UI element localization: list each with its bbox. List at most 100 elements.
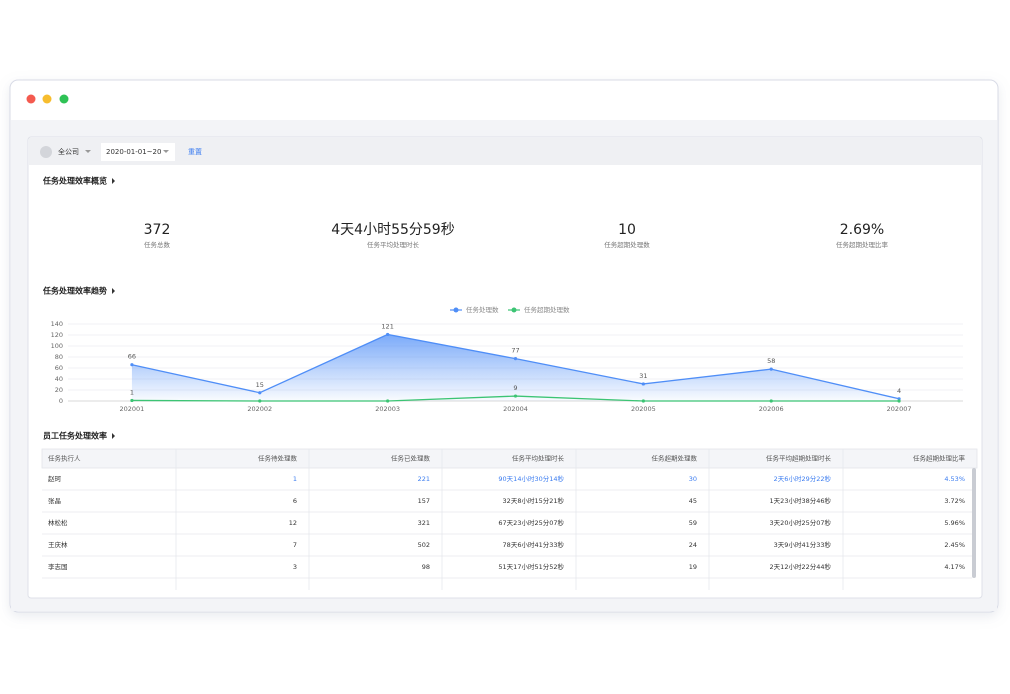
data-label: 77 bbox=[511, 347, 519, 355]
x-tick-label: 202005 bbox=[631, 405, 656, 413]
kpi-value: 372 bbox=[144, 222, 171, 238]
table-header bbox=[41, 448, 978, 469]
y-tick-label: 100 bbox=[51, 342, 63, 350]
table-header-cell: 任务待处理数 bbox=[258, 454, 298, 463]
kpi-label: 任务平均处理时长 bbox=[367, 240, 420, 249]
table-cell: 45 bbox=[689, 497, 697, 505]
table-cell: 李志国 bbox=[48, 562, 68, 571]
y-tick-label: 0 bbox=[59, 397, 63, 405]
table-cell: 321 bbox=[418, 519, 430, 527]
kpi-label: 任务总数 bbox=[144, 240, 171, 249]
data-label: 15 bbox=[256, 381, 264, 389]
y-tick-label: 20 bbox=[55, 386, 63, 394]
table-cell: 221 bbox=[418, 475, 430, 483]
table-cell: 4.17% bbox=[944, 563, 965, 571]
arrow bbox=[112, 288, 115, 294]
section-title: 任务处理效率概览 bbox=[42, 176, 107, 186]
point bbox=[386, 332, 390, 337]
y-tick-label: 60 bbox=[55, 364, 63, 372]
table-header-cell: 任务执行人 bbox=[48, 454, 81, 463]
table-cell: 赵珂 bbox=[48, 474, 62, 483]
table-header-cell: 任务平均处理时长 bbox=[512, 454, 565, 463]
table-cell: 2天12小时22分44秒 bbox=[770, 562, 832, 571]
data-label: 66 bbox=[128, 353, 136, 361]
table-header-cell: 任务超期处理数 bbox=[652, 454, 698, 463]
x-tick-label: 202007 bbox=[887, 405, 912, 413]
y-tick-label: 120 bbox=[51, 331, 63, 339]
point bbox=[897, 397, 901, 401]
maximize-dot[interactable] bbox=[59, 94, 69, 104]
point bbox=[897, 399, 901, 403]
table-header-cell: 任务已处理数 bbox=[391, 454, 431, 463]
date-filter[interactable]: 2020-01-01~20 bbox=[106, 148, 161, 156]
reset-button[interactable]: 重置 bbox=[188, 148, 202, 156]
x-tick-label: 202001 bbox=[120, 405, 145, 413]
table-cell: 32天8小时15分21秒 bbox=[503, 496, 565, 505]
table-cell: 王庆林 bbox=[48, 540, 68, 549]
table-cell: 67天23小时25分07秒 bbox=[498, 518, 564, 527]
x-tick-label: 202006 bbox=[759, 405, 784, 413]
legend-label[interactable]: 任务超期处理数 bbox=[524, 305, 570, 314]
point bbox=[769, 367, 773, 371]
kpi-value: 2.69% bbox=[840, 222, 884, 238]
table-cell: 157 bbox=[418, 497, 430, 505]
area bbox=[131, 334, 900, 401]
table-cell: 3 bbox=[293, 563, 297, 571]
data-label: 121 bbox=[381, 322, 393, 330]
table-header-cell: 任务超期处理比率 bbox=[913, 454, 966, 463]
table-cell: 24 bbox=[689, 541, 697, 549]
legend-label[interactable]: 任务处理数 bbox=[466, 305, 499, 314]
table-cell: 1天23小时38分46秒 bbox=[770, 496, 832, 505]
scrollbar[interactable] bbox=[972, 468, 976, 578]
table-cell: 30 bbox=[689, 475, 697, 483]
point bbox=[641, 382, 645, 386]
dropdown-icon bbox=[163, 150, 169, 153]
x-tick-label: 202004 bbox=[503, 405, 528, 413]
table-cell: 78天6小时41分33秒 bbox=[503, 540, 565, 549]
legend-marker bbox=[511, 307, 517, 313]
kpi-label: 任务超期处理比率 bbox=[836, 240, 889, 249]
section-title: 任务处理效率趋势 bbox=[42, 286, 107, 296]
kpi-value: 4天4小时55分59秒 bbox=[331, 222, 454, 238]
table-cell: 7 bbox=[293, 541, 297, 549]
point bbox=[258, 391, 262, 395]
dropdown-icon bbox=[85, 150, 91, 153]
close-dot[interactable] bbox=[26, 94, 36, 104]
table-cell: 3.72% bbox=[944, 497, 965, 505]
table-cell: 3天20小时25分07秒 bbox=[770, 518, 832, 527]
table-cell: 1 bbox=[293, 475, 297, 483]
table-cell: 19 bbox=[689, 563, 697, 571]
kpi-value: 10 bbox=[618, 222, 636, 238]
data-label: 31 bbox=[639, 372, 647, 380]
minimize-dot[interactable] bbox=[42, 94, 52, 104]
table-cell: 4.53% bbox=[944, 475, 965, 483]
y-tick-label: 80 bbox=[55, 353, 63, 361]
x-tick-label: 202003 bbox=[375, 405, 400, 413]
filter-bar bbox=[29, 138, 981, 165]
table-cell: 51天17小时51分52秒 bbox=[498, 562, 564, 571]
table-cell: 90天14小时30分14秒 bbox=[498, 474, 564, 483]
arrow bbox=[112, 433, 115, 439]
table-header-cell: 任务平均超期处理时长 bbox=[766, 454, 832, 463]
legend-marker bbox=[453, 307, 459, 313]
point bbox=[769, 399, 773, 403]
point bbox=[130, 363, 134, 367]
table-cell: 6 bbox=[293, 497, 297, 505]
kpi-label: 任务超期处理数 bbox=[604, 240, 650, 249]
point bbox=[258, 399, 262, 403]
arrow bbox=[112, 178, 115, 184]
point bbox=[513, 394, 518, 398]
avatar bbox=[40, 146, 52, 158]
point bbox=[641, 399, 645, 403]
date-box[interactable] bbox=[101, 143, 175, 161]
table-cell: 502 bbox=[418, 541, 430, 549]
table-cell: 5.96% bbox=[944, 519, 965, 527]
scope-filter[interactable]: 全公司 bbox=[58, 147, 79, 156]
data-label: 9 bbox=[513, 384, 517, 392]
section-title: 员工任务处理效率 bbox=[43, 431, 107, 441]
data-label: 4 bbox=[897, 387, 901, 395]
point bbox=[513, 357, 518, 361]
table-cell: 2.45% bbox=[944, 541, 965, 549]
data-label: 58 bbox=[767, 357, 775, 365]
